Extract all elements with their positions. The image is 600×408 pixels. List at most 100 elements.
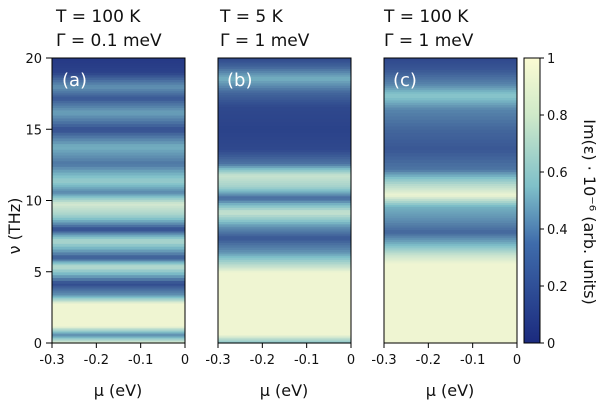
heatmap-band: [218, 193, 351, 197]
heatmap-band: [52, 230, 185, 234]
heatmap-band: [384, 194, 517, 198]
colorbar: 0 0.2 0.4 0.6 0.8 1 Im(ε) · 10⁻⁶ (arb. units): [523, 52, 599, 352]
heatmap-band: [384, 91, 517, 94]
heatmap-band: [384, 171, 517, 175]
heatmap-band: [52, 318, 185, 323]
heatmap-band: [52, 214, 185, 218]
heatmap-band: [384, 219, 517, 223]
heatmap-band: [218, 226, 351, 229]
heatmap-band: [384, 69, 517, 73]
panel-b-frame: [217, 57, 352, 344]
heatmap-band: [52, 314, 185, 319]
heatmap-band: [52, 97, 185, 101]
heatmap-band: [218, 207, 351, 211]
heatmap-band: [384, 119, 517, 124]
heatmap-band: [52, 146, 185, 150]
heatmap-band: [384, 258, 517, 261]
colorbar-tick-label: 0: [547, 337, 555, 352]
heatmap-band: [384, 99, 517, 103]
x-tick-label: -0.2: [416, 353, 441, 368]
heatmap-band: [218, 145, 351, 150]
heatmap-band: [52, 112, 185, 116]
heatmap-band: [218, 174, 351, 178]
y-tick-label: 10: [25, 195, 42, 210]
heatmap-band: [218, 142, 351, 147]
heatmap-band: [384, 247, 517, 250]
heatmap-band: [218, 249, 351, 253]
heatmap-band: [52, 137, 185, 142]
heatmap-band: [384, 81, 517, 85]
heatmap-band: [218, 149, 351, 153]
heatmap-band: [218, 132, 351, 137]
heatmap-band: [52, 234, 185, 238]
panel-c-title-line2: Γ = 1 meV: [384, 31, 474, 51]
heatmap-band: [52, 337, 185, 340]
panel-a-title-line1: T = 100 K: [55, 7, 141, 27]
heatmap-band: [52, 335, 185, 338]
heatmap-band: [384, 83, 517, 87]
heatmap-band: [218, 99, 351, 103]
heatmap-band: [218, 169, 351, 172]
heatmap-band: [218, 125, 351, 130]
heatmap-band: [52, 325, 185, 328]
heatmap-band: [52, 152, 185, 156]
heatmap-band: [52, 166, 185, 170]
heatmap-band: [384, 176, 517, 180]
heatmap-band: [384, 95, 517, 99]
heatmap-band: [52, 197, 185, 201]
heatmap-band: [384, 169, 517, 173]
heatmap-band: [384, 149, 517, 154]
colorbar-tick-label: 0.4: [547, 223, 568, 238]
heatmap-band: [52, 193, 185, 197]
heatmap-band: [218, 106, 351, 111]
heatmap-band: [52, 300, 185, 303]
colorbar-tick-label: 0.2: [547, 280, 568, 295]
heatmap-band: [52, 232, 185, 236]
panel-a-heatmap: [52, 58, 185, 344]
x-tick-label: 0: [347, 353, 355, 368]
heatmap-band: [384, 215, 517, 219]
heatmap-band: [218, 117, 351, 123]
heatmap-band: [52, 280, 185, 284]
heatmap-band: [218, 190, 351, 193]
heatmap-band: [218, 282, 351, 294]
heatmap-band: [52, 140, 185, 145]
heatmap-band: [218, 65, 351, 68]
heatmap-band: [218, 96, 351, 100]
heatmap-band: [384, 59, 517, 63]
heatmap-band: [384, 243, 517, 246]
heatmap-band: [218, 337, 351, 340]
heatmap-band: [218, 268, 351, 271]
heatmap-band: [52, 190, 185, 193]
heatmap-band: [384, 191, 517, 194]
heatmap-band: [52, 261, 185, 264]
heatmap-band: [52, 201, 185, 204]
heatmap-band: [218, 104, 351, 108]
panel-c-label: (c): [393, 70, 417, 91]
heatmap-band: [218, 153, 351, 157]
heatmap-band: [52, 163, 185, 167]
heatmap-band: [52, 149, 185, 153]
heatmap-band: [52, 120, 185, 125]
heatmap-band: [218, 264, 351, 267]
heatmap-band: [52, 100, 185, 104]
heatmap-band: [52, 84, 185, 88]
heatmap-band: [52, 109, 185, 113]
heatmap-band: [384, 63, 517, 67]
heatmap-band: [384, 142, 517, 147]
heatmap-band: [52, 86, 185, 89]
heatmap-band: [218, 242, 351, 246]
heatmap-band: [384, 245, 517, 248]
heatmap-band: [52, 195, 185, 199]
heatmap-band: [52, 129, 185, 133]
heatmap-band: [52, 221, 185, 225]
heatmap-band: [52, 217, 185, 221]
panel-c-heatmap: [384, 58, 517, 344]
heatmap-band: [52, 229, 185, 232]
heatmap-band: [52, 180, 185, 184]
heatmap-band: [52, 310, 185, 316]
heatmap-band: [218, 255, 351, 259]
heatmap-band: [218, 191, 351, 195]
heatmap-band: [52, 90, 185, 93]
heatmap-band: [384, 159, 517, 164]
